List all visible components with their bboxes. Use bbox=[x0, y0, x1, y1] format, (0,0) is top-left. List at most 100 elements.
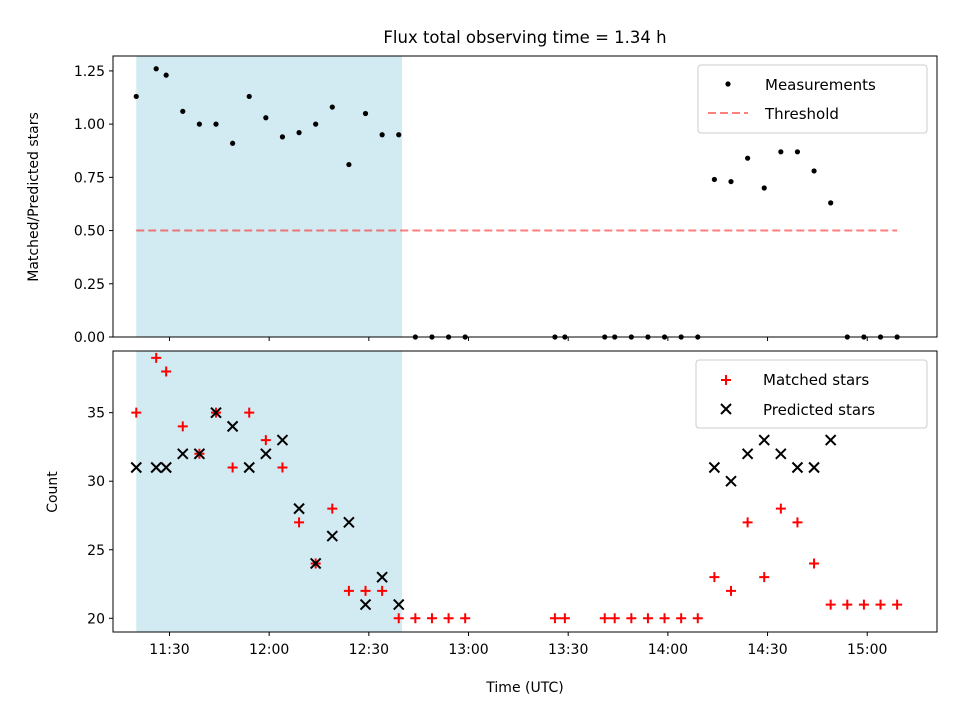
predicted-star-point bbox=[791, 461, 804, 474]
predicted-star-point bbox=[309, 557, 322, 570]
bottom-y-tick-label: 35 bbox=[87, 406, 105, 422]
bottom-axes-frame bbox=[112, 350, 938, 633]
bottom-shaded-interval bbox=[136, 351, 403, 632]
matched-star-point bbox=[792, 517, 803, 528]
measurement-point bbox=[153, 66, 159, 72]
chart-title: Flux total observing time = 1.34 h bbox=[383, 28, 666, 47]
matched-star-point bbox=[659, 613, 670, 624]
measurement-point bbox=[379, 132, 385, 138]
measurement-point bbox=[794, 149, 801, 155]
matched-star-point bbox=[151, 352, 162, 363]
x-tick-label: 12:00 bbox=[249, 642, 289, 658]
matched-star-point bbox=[842, 599, 853, 610]
measurement-point bbox=[346, 161, 352, 168]
predicted-star-point bbox=[741, 448, 754, 460]
legend-matched-label: Matched stars bbox=[763, 371, 869, 389]
measurement-point bbox=[213, 121, 219, 127]
matched-star-point bbox=[858, 599, 869, 610]
bottom-y-tick-label: 30 bbox=[87, 474, 105, 490]
top-y-tick-label: 1.00 bbox=[74, 117, 105, 133]
x-tick-label: 14:00 bbox=[648, 642, 688, 658]
matched-star-point bbox=[443, 613, 454, 624]
measurement-point bbox=[362, 110, 369, 117]
bottom-y-tick-label: 25 bbox=[87, 543, 105, 559]
measurement-point bbox=[133, 93, 139, 100]
predicted-star-point bbox=[260, 448, 272, 460]
legend-matched-marker bbox=[721, 375, 731, 385]
legend-predicted-marker bbox=[720, 403, 732, 415]
matched-star-point bbox=[393, 613, 404, 624]
measurement-point bbox=[263, 115, 269, 121]
matched-star-point bbox=[676, 613, 687, 624]
measurement-point bbox=[396, 132, 402, 138]
matched-star-point bbox=[260, 435, 271, 446]
top-axes-frame bbox=[112, 55, 938, 338]
x-tick-label: 13:00 bbox=[448, 642, 488, 658]
predicted-star-point bbox=[243, 461, 255, 474]
predicted-star-point bbox=[808, 461, 820, 474]
measurement-point bbox=[761, 185, 767, 191]
measurement-point bbox=[778, 149, 784, 155]
predicted-star-point bbox=[150, 461, 162, 474]
matched-star-point bbox=[775, 503, 786, 514]
matched-star-point bbox=[626, 613, 637, 624]
measurement-point bbox=[296, 130, 302, 136]
predicted-star-point bbox=[376, 571, 388, 583]
matched-star-point bbox=[294, 517, 305, 528]
bottom-y-axis-label: Count bbox=[45, 471, 61, 513]
predicted-star-point bbox=[824, 434, 837, 446]
matched-star-point bbox=[343, 585, 354, 596]
measurement-point bbox=[246, 93, 252, 100]
matched-star-point bbox=[559, 613, 570, 624]
measurement-point bbox=[163, 72, 169, 78]
matched-star-point bbox=[131, 407, 142, 418]
matched-star-point bbox=[599, 613, 610, 624]
bottom-legend-box bbox=[695, 359, 928, 429]
matched-star-point bbox=[609, 613, 620, 624]
matched-star-point bbox=[875, 599, 886, 610]
matched-star-point bbox=[892, 599, 903, 610]
top-y-tick-label: 0.25 bbox=[74, 277, 105, 293]
matched-star-point bbox=[410, 613, 421, 624]
x-axis-label: Time (UTC) bbox=[485, 680, 563, 696]
matched-star-point bbox=[244, 407, 255, 418]
measurement-point bbox=[745, 155, 751, 161]
predicted-star-point bbox=[725, 475, 737, 487]
measurement-point bbox=[230, 140, 236, 146]
measurement-point bbox=[728, 178, 734, 185]
measurement-point bbox=[196, 121, 202, 127]
measurement-point bbox=[811, 168, 817, 174]
top-y-tick-label: 0.75 bbox=[74, 170, 105, 186]
top-shaded-interval bbox=[136, 56, 403, 337]
legend-measurement-marker bbox=[725, 81, 731, 87]
top-y-tick-label: 0.50 bbox=[74, 224, 105, 240]
measurement-point bbox=[828, 200, 834, 206]
predicted-star-point bbox=[210, 406, 222, 419]
predicted-star-point bbox=[193, 448, 206, 460]
matched-star-point bbox=[742, 517, 753, 528]
x-tick-label: 12:30 bbox=[349, 642, 389, 658]
x-tick-label: 11:30 bbox=[149, 642, 189, 658]
legend-predicted-label: Predicted stars bbox=[763, 401, 875, 419]
matched-star-point bbox=[177, 421, 188, 432]
matched-star-point bbox=[726, 585, 736, 596]
top-panel: 0.00 0.25 0.50 0.75 1.00 1.25 Measurements Thre… bbox=[74, 55, 938, 346]
matched-star-point bbox=[426, 613, 437, 624]
predicted-star-point bbox=[226, 420, 239, 433]
matched-star-point bbox=[709, 572, 720, 583]
bottom-y-tick-label: 20 bbox=[87, 611, 105, 627]
predicted-star-point bbox=[326, 530, 338, 542]
matched-star-point bbox=[277, 462, 288, 473]
x-tick-label: 13:30 bbox=[548, 642, 588, 658]
predicted-star-point bbox=[293, 502, 305, 515]
top-y-tick-label: 0.00 bbox=[74, 330, 105, 346]
legend-threshold-label: Threshold bbox=[764, 105, 839, 123]
matched-star-point bbox=[759, 572, 770, 583]
matched-star-point bbox=[825, 599, 836, 610]
measurement-point bbox=[313, 121, 319, 127]
predicted-star-point bbox=[758, 434, 770, 446]
predicted-star-point bbox=[775, 448, 787, 460]
bottom-panel: 20 25 30 35 11:30 12:00 12:30 13:00 13:30 14:00 14… bbox=[87, 350, 938, 658]
predicted-star-point bbox=[177, 448, 189, 460]
